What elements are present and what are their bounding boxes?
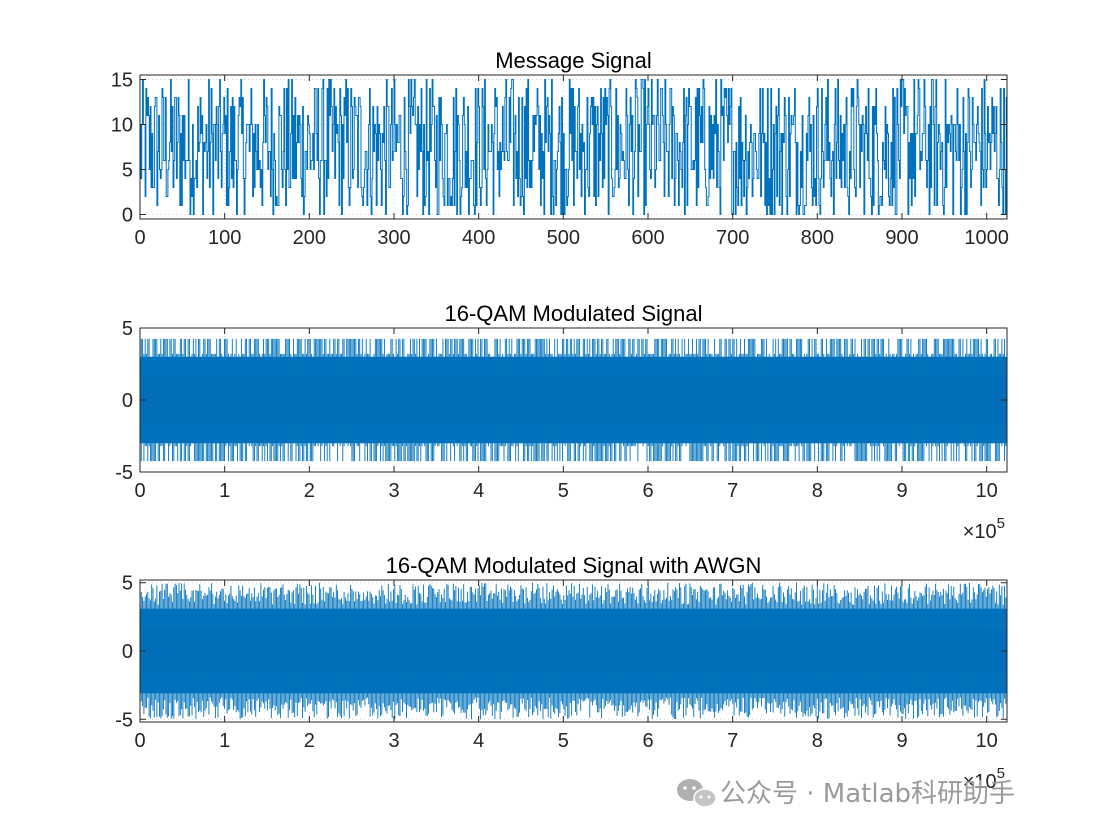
- axes-qam-signal: 0 1 2 3 4 5 6 7 8 9 10-505 16-QAM Modulated Signal…: [115, 301, 1008, 543]
- x-tick-label: 300: [377, 227, 410, 249]
- x-tick-label: 10: [976, 730, 998, 752]
- x-tick-label: 5: [558, 480, 569, 502]
- y-tick-label: 5: [122, 573, 133, 595]
- x-tick-label: 4: [473, 480, 484, 502]
- x-tick-label: 100: [208, 227, 241, 249]
- series-line: [140, 79, 1007, 215]
- x-tick-label: 4: [473, 730, 484, 752]
- series-qam-awgn-signal: [139, 582, 1007, 720]
- tick-labels: 0 1 2 3 4 5 6 7 8 9 10-505: [115, 573, 1007, 752]
- series-spikes: [139, 338, 1007, 462]
- x-tick-label: 2: [304, 480, 315, 502]
- y-tick-label: 0: [122, 390, 133, 412]
- series-message-signal: [140, 79, 1007, 215]
- wechat-icon: [677, 779, 717, 808]
- x-tick-label: 800: [801, 227, 834, 249]
- x-exponent-text: ×105: [963, 515, 1005, 543]
- x-tick-label: 1: [219, 730, 230, 752]
- axes-frame: [139, 327, 1008, 473]
- x-tick-label: 700: [716, 227, 749, 249]
- x-tick-label: 1: [219, 480, 230, 502]
- x-tick-label: 10: [976, 480, 998, 502]
- x-tick-label: 600: [631, 227, 664, 249]
- x-tick-label: 3: [388, 480, 399, 502]
- x-tick-label: 6: [642, 730, 653, 752]
- subplot-title: 16-QAM Modulated Signal: [444, 301, 702, 326]
- x-tick-label: 0: [134, 480, 145, 502]
- y-tick-label: 0: [122, 205, 133, 227]
- x-tick-label: 500: [547, 227, 580, 249]
- y-tick-label: 5: [122, 318, 133, 340]
- x-tick-label: 400: [462, 227, 495, 249]
- x-tick-label: 8: [812, 480, 823, 502]
- x-tick-label: 200: [293, 227, 326, 249]
- x-tick-label: 900: [885, 227, 918, 249]
- x-tick-label: 0: [134, 730, 145, 752]
- tick-labels: 0 1 2 3 4 5 6 7 8 9 10-505: [115, 318, 1007, 502]
- x-tick-label: 5: [558, 730, 569, 752]
- x-tick-label: 2: [304, 730, 315, 752]
- x-tick-label: 1000: [964, 227, 1009, 249]
- x-tick-label: 9: [896, 480, 907, 502]
- y-tick-label: -5: [115, 709, 133, 731]
- y-tick-label: 5: [122, 160, 133, 182]
- watermark-text: 公众号 · Matlab科研助手: [720, 779, 1015, 809]
- axes-frame: [139, 579, 1008, 723]
- subplot-title: 16-QAM Modulated Signal with AWGN: [386, 553, 762, 578]
- tick-labels: 0 100 200 300 400 500 600 700 800 900 1000 0 5 10 15: [111, 70, 1009, 250]
- watermark: 公众号 · Matlab科研助手: [677, 779, 1015, 809]
- x-tick-label: 6: [642, 480, 653, 502]
- series-qam-signal: [139, 338, 1007, 462]
- y-tick-label: 10: [111, 115, 133, 137]
- x-tick-label: 7: [727, 730, 738, 752]
- x-tick-label: 9: [896, 730, 907, 752]
- subplot-title: Message Signal: [495, 48, 652, 73]
- x-tick-label: 3: [388, 730, 399, 752]
- axes-message-signal: 0 100 200 300 400 500 600 700 800 900 1000 0 5 10 15 M…: [111, 48, 1009, 249]
- x-axis-exponent-label: ×105: [963, 515, 1005, 543]
- axes-qam-awgn-signal: 0 1 2 3 4 5 6 7 8 9 10-505 16-QAM Modulated Signal…: [115, 553, 1008, 793]
- y-tick-label: 15: [111, 70, 133, 92]
- x-exponent-text: ×105: [963, 765, 1005, 793]
- x-axis-exponent-label: ×105: [963, 765, 1005, 793]
- x-tick-label: 7: [727, 480, 738, 502]
- x-tick-label: 0: [134, 227, 145, 249]
- axes-frame: [139, 74, 1008, 220]
- x-tick-label: 8: [812, 730, 823, 752]
- y-tick-label: -5: [115, 462, 133, 484]
- y-tick-label: 0: [122, 641, 133, 663]
